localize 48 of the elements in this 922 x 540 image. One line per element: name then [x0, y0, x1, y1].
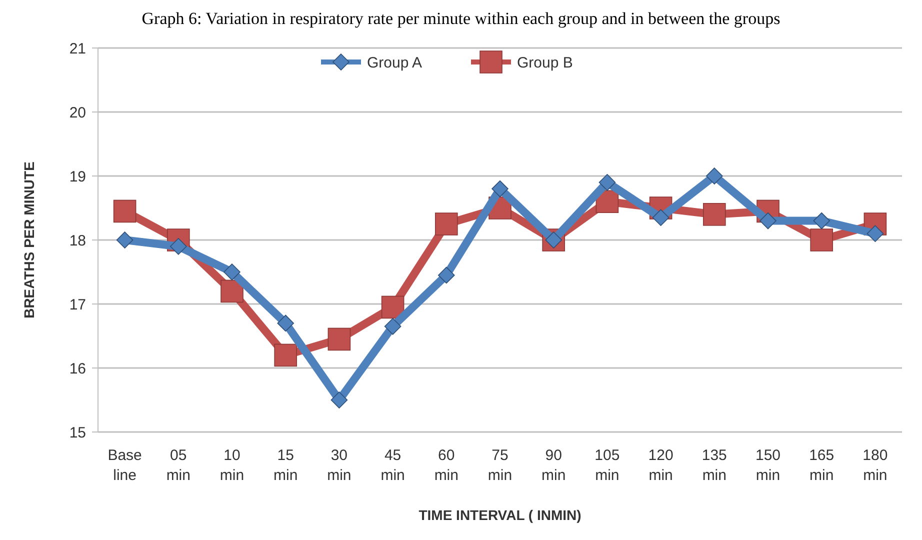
x-tick-label: 150 min [755, 447, 781, 484]
y-tick-label: 16 [69, 360, 86, 378]
x-tick-label: 105 min [594, 447, 620, 484]
y-tick-label: 20 [69, 104, 86, 122]
y-axis-title: BREATHS PER MINUTE [21, 162, 37, 318]
x-tick-label: 30 min [327, 447, 352, 484]
y-tick-label: 18 [69, 232, 86, 250]
legend-label: Group A [367, 54, 422, 72]
point [706, 168, 723, 184]
point [330, 392, 348, 408]
x-tick-label: Base line [108, 447, 142, 484]
y-tick-label: 15 [69, 424, 86, 442]
point [866, 225, 884, 242]
point [652, 209, 670, 226]
x-tick-label: 120 min [648, 447, 674, 484]
point [703, 203, 726, 226]
point [328, 328, 351, 351]
y-tick-label: 17 [69, 296, 86, 314]
point [813, 212, 830, 230]
point [116, 232, 134, 248]
point [492, 180, 508, 198]
x-tick-label: 60 min [434, 447, 458, 484]
x-tick-label: 75 min [488, 447, 512, 484]
point [113, 200, 136, 223]
legend-label: Group B [517, 54, 573, 72]
point [220, 280, 244, 303]
point [384, 318, 402, 335]
point [381, 296, 404, 319]
x-tick-label: 135 min [702, 447, 727, 484]
x-tick-label: 180 min [862, 447, 888, 484]
x-tick-label: 45 min [380, 447, 405, 484]
point [435, 212, 458, 236]
x-tick-label: 05 min [166, 447, 190, 484]
x-axis-title: TIME INTERVAL ( INMIN) [418, 507, 582, 523]
y-tick-label: 21 [69, 40, 86, 58]
point [224, 264, 240, 280]
y-tick-label: 19 [69, 168, 86, 186]
point [598, 174, 616, 191]
x-tick-label: 10 min [220, 447, 244, 484]
x-tick-label: 165 min [809, 447, 834, 484]
point [760, 212, 776, 230]
x-tick-label: 90 min [542, 447, 566, 484]
point [810, 228, 833, 252]
point [277, 314, 294, 332]
chart-title: Graph 6: Variation in respiratory rate per minute within each group and in between the groups [142, 9, 780, 28]
point [438, 266, 455, 284]
x-tick-label: 15 min [274, 447, 298, 484]
point [274, 344, 297, 367]
